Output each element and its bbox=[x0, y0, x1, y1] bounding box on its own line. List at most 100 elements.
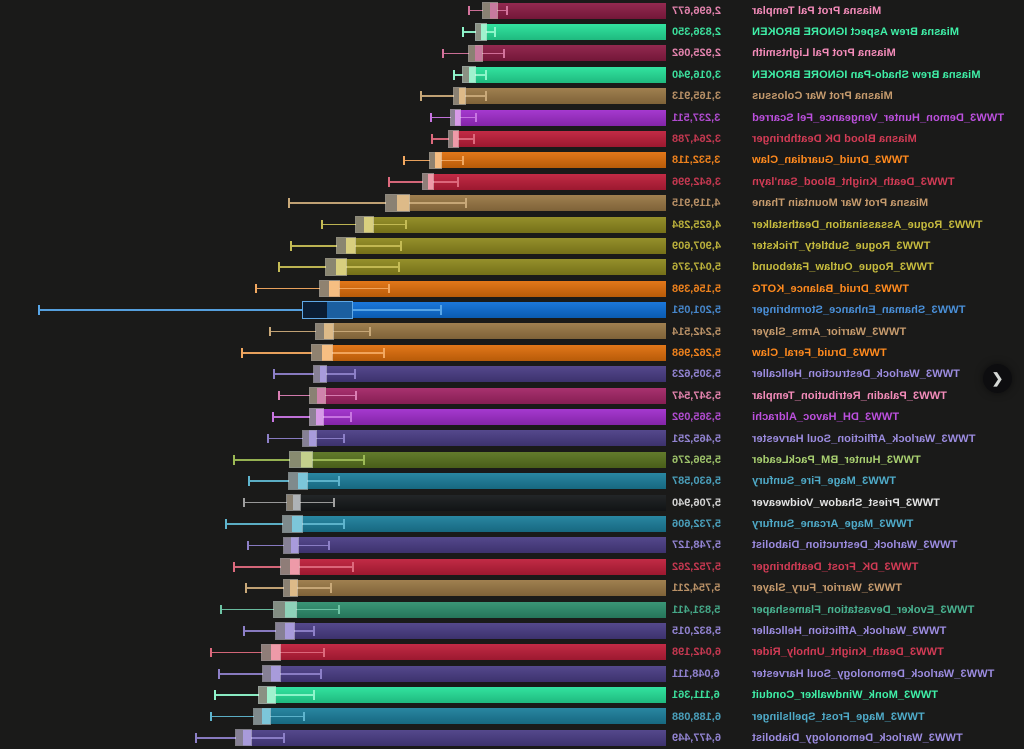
error-whisker bbox=[289, 202, 466, 204]
series-value: 5,748,127 bbox=[672, 539, 721, 552]
dps-bar[interactable] bbox=[316, 409, 666, 426]
dps-bar[interactable] bbox=[285, 622, 666, 639]
dps-bar[interactable] bbox=[317, 387, 666, 404]
series-label: TWW3_Paladin_Retribution_Templar bbox=[752, 389, 947, 402]
dps-bar[interactable] bbox=[298, 473, 666, 490]
error-box-outer-half bbox=[469, 45, 476, 61]
series-value: 2,696,677 bbox=[672, 4, 721, 17]
dps-bar[interactable] bbox=[453, 130, 666, 147]
dps-bar[interactable] bbox=[435, 152, 666, 169]
chart-row: TWW3_Paladin_Retribution_Templar 5,347,54… bbox=[0, 385, 1024, 406]
series-label: TWW3_Evoker_Devastation_Flameshaper bbox=[752, 603, 975, 616]
chart-row: TWW3_Warlock_Destruction_Hellcaller 5,305… bbox=[0, 364, 1024, 385]
dps-bar[interactable] bbox=[271, 644, 666, 661]
error-box bbox=[302, 429, 317, 447]
error-box-inner-half bbox=[309, 430, 316, 446]
error-box-outer-half bbox=[326, 259, 336, 275]
error-box-inner-half bbox=[326, 302, 352, 318]
bar-track bbox=[6, 150, 666, 171]
error-box-inner-half bbox=[335, 259, 346, 275]
series-label: TWW3_Demon_Hunter_Vengeance_Fel Scarred bbox=[752, 111, 1005, 124]
dps-bar[interactable] bbox=[290, 580, 666, 597]
error-box bbox=[288, 472, 308, 490]
error-box bbox=[475, 23, 487, 41]
whisker-cap-min bbox=[320, 668, 322, 679]
whisker-cap-min bbox=[506, 5, 508, 16]
whisker-cap-min bbox=[405, 219, 407, 230]
error-box-inner-half bbox=[397, 195, 409, 211]
whisker-cap-max bbox=[290, 241, 292, 251]
chart-row: TWW3_Rogue_Assassination_Deathstalker 4,6… bbox=[0, 214, 1024, 235]
dps-bar[interactable] bbox=[309, 430, 666, 447]
error-box-inner-half bbox=[297, 473, 307, 489]
bar-track bbox=[6, 685, 666, 706]
dps-bar[interactable] bbox=[455, 109, 666, 126]
series-value: 5,365,092 bbox=[672, 411, 721, 424]
error-box bbox=[482, 1, 498, 20]
error-box-outer-half bbox=[303, 302, 327, 318]
dps-bar[interactable] bbox=[292, 515, 666, 532]
chart-row: Miasna Prot Pal Templar 2,696,677 bbox=[0, 0, 1024, 21]
error-box-inner-half bbox=[480, 24, 486, 40]
error-box bbox=[315, 322, 334, 341]
chart-row: TWW3_Warlock_Affliction_Hellcaller 5,832,… bbox=[0, 620, 1024, 641]
dps-bar[interactable] bbox=[293, 494, 666, 511]
bar-track bbox=[6, 214, 666, 235]
chart-row: Miasna Prot War Mountain Thane 4,119,915 bbox=[0, 193, 1024, 214]
whisker-cap-min bbox=[485, 91, 487, 101]
bar-track bbox=[6, 406, 666, 427]
dps-bar[interactable] bbox=[481, 23, 666, 40]
series-value: 6,477,449 bbox=[672, 731, 721, 744]
series-label: TWW3_Druid_Guardian_Claw bbox=[752, 154, 910, 167]
dps-bar[interactable] bbox=[364, 216, 666, 233]
whisker-cap-min bbox=[494, 27, 496, 37]
whisker-cap-min bbox=[303, 711, 305, 722]
bar-track bbox=[6, 86, 666, 107]
whisker-cap-max bbox=[269, 326, 271, 337]
dps-bar[interactable] bbox=[271, 665, 666, 682]
dps-bar[interactable] bbox=[469, 66, 666, 83]
next-page-button[interactable]: ❯ bbox=[983, 364, 1012, 393]
error-box-outer-half bbox=[449, 131, 454, 147]
whisker-cap-min bbox=[475, 112, 477, 123]
dps-bar[interactable] bbox=[490, 2, 666, 19]
dps-bar[interactable] bbox=[243, 729, 666, 746]
whisker-cap-max bbox=[267, 433, 269, 444]
error-box bbox=[253, 707, 271, 726]
error-box bbox=[319, 279, 340, 298]
series-label: TWW3_Death_Knight_Unholy_Rider bbox=[752, 646, 944, 659]
error-box bbox=[302, 301, 353, 319]
error-box-inner-half bbox=[290, 580, 297, 596]
error-box bbox=[273, 600, 297, 619]
error-box-inner-half bbox=[266, 687, 275, 703]
whisker-cap-min bbox=[354, 369, 356, 380]
error-box bbox=[453, 87, 466, 105]
dps-bar[interactable] bbox=[324, 323, 666, 340]
whisker-cap-max bbox=[210, 711, 212, 722]
whisker-cap-min bbox=[400, 241, 402, 251]
bar-track bbox=[6, 449, 666, 470]
whisker-cap-min bbox=[363, 455, 365, 465]
dps-bar[interactable] bbox=[267, 687, 666, 704]
chart-row: TWW3_Priest_Shadow_Voidweaver 5,706,940 bbox=[0, 492, 1024, 513]
chart-row: TWW3_Warlock_Affliction_Soul Harvester 5,… bbox=[0, 428, 1024, 449]
series-label: TWW3_DH_Havoc_Aldrachi bbox=[752, 411, 900, 424]
series-label: TWW3_Druid_Balance_KOTG bbox=[752, 282, 909, 295]
bar-track bbox=[6, 428, 666, 449]
series-value: 6,188,088 bbox=[672, 710, 721, 723]
dps-bar[interactable] bbox=[459, 88, 666, 105]
series-value: 3,237,511 bbox=[672, 111, 721, 124]
dps-bar[interactable] bbox=[285, 601, 666, 618]
chart-row: Miasna Prot Pal Lightsmith 2,925,062 bbox=[0, 43, 1024, 64]
error-box-inner-half bbox=[435, 152, 441, 168]
dps-bar[interactable] bbox=[428, 173, 666, 190]
error-box bbox=[289, 451, 313, 469]
series-label: TWW3_Rogue_Subtlety_Trickster bbox=[752, 239, 931, 252]
dps-bar[interactable] bbox=[320, 366, 666, 383]
series-label: Miasna Brew Shado-Pan IGNORE BROKEN bbox=[752, 68, 981, 81]
dps-bar[interactable] bbox=[291, 537, 666, 554]
whisker-cap-max bbox=[272, 412, 274, 422]
whisker-cap-max bbox=[243, 497, 245, 508]
whisker-cap-min bbox=[355, 390, 357, 401]
dps-bar[interactable] bbox=[262, 708, 666, 725]
